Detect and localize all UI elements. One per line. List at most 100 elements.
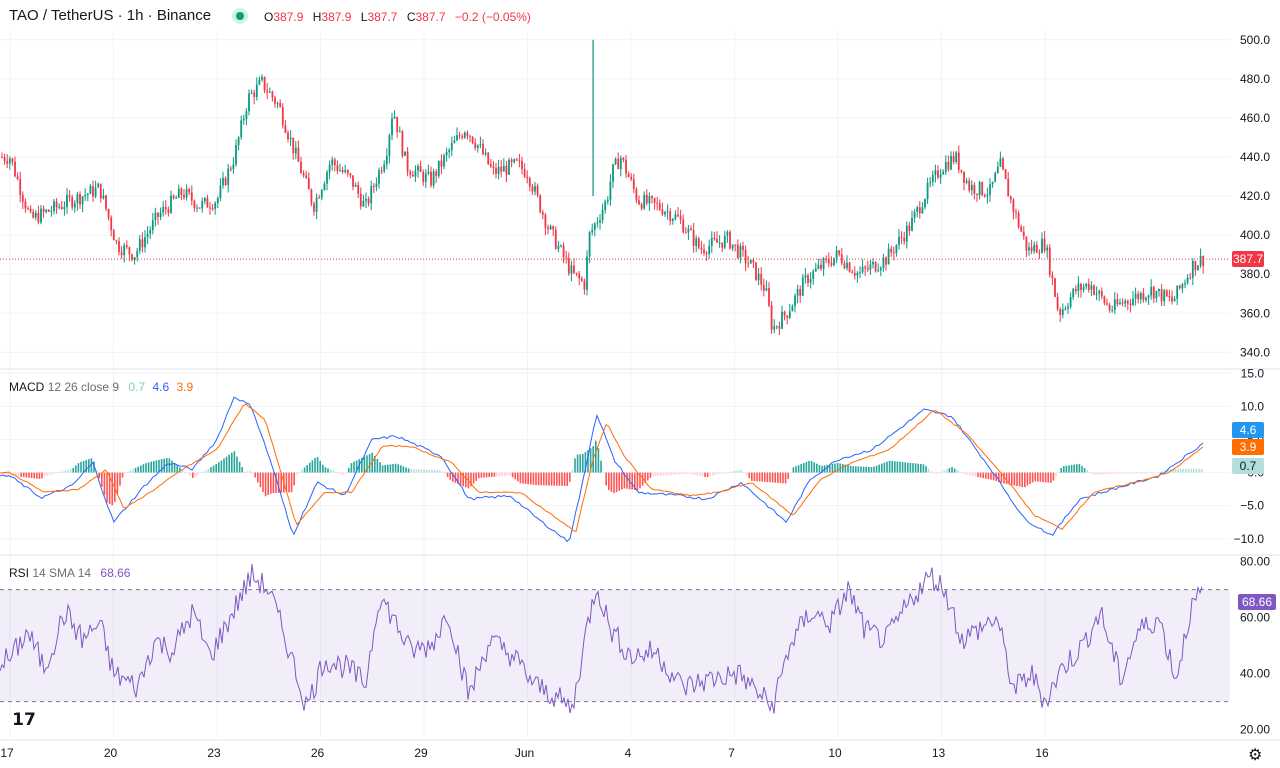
candle-body — [339, 170, 341, 172]
macd-histogram-bar — [1021, 472, 1023, 488]
candle-body — [1139, 293, 1142, 300]
macd-histogram-bar — [1112, 472, 1114, 474]
macd-histogram-bar — [842, 464, 844, 473]
candle-body — [848, 262, 851, 272]
macd-histogram-bar — [194, 472, 197, 477]
candle-body — [1129, 303, 1132, 305]
macd-histogram-bar — [686, 472, 688, 474]
macd-histogram-bar — [95, 469, 98, 473]
macd-histogram-bar — [878, 464, 880, 473]
macd-histogram-bar — [972, 472, 974, 477]
gear-icon[interactable]: ⚙ — [1248, 747, 1263, 764]
macd-histogram-bar — [771, 472, 774, 483]
candle-body — [250, 92, 253, 94]
candle-body — [307, 177, 310, 190]
symbol-title[interactable]: TAO / TetherUS · 1h · Binance — [9, 7, 212, 24]
candle-body — [430, 171, 432, 186]
macd-histogram-bar — [618, 472, 620, 491]
macd-histogram-bar — [875, 465, 878, 473]
macd-histogram-bar — [428, 469, 431, 473]
macd-histogram-bar — [1003, 472, 1005, 484]
macd-histogram-bar — [384, 465, 386, 473]
macd-histogram-bar — [1065, 465, 1068, 473]
candle-body — [835, 250, 838, 258]
candle-body — [700, 247, 703, 250]
macd-histogram-bar — [1037, 472, 1039, 482]
candle-body — [240, 120, 243, 138]
macd-histogram-bar — [348, 467, 350, 473]
macd-histogram-bar — [1094, 472, 1096, 475]
candle-body — [232, 164, 235, 170]
candle-body — [175, 197, 178, 199]
macd-histogram-bar — [623, 472, 626, 489]
macd-histogram-bar — [155, 460, 158, 473]
macd-histogram-bar — [153, 460, 155, 473]
candle-body — [960, 169, 963, 172]
macd-histogram-bar — [350, 463, 353, 473]
macd-histogram-bar — [129, 470, 132, 473]
macd-histogram-bar — [608, 472, 610, 491]
candle-body — [989, 184, 991, 195]
candle-body — [333, 159, 336, 166]
candle-body — [973, 184, 976, 194]
candle-body — [133, 257, 136, 260]
candle-body — [424, 173, 427, 182]
macd-histogram-bar — [992, 472, 995, 481]
candle-body — [791, 306, 794, 312]
macd-histogram-bar — [1125, 472, 1127, 474]
x-tick-label: 17 — [0, 746, 14, 760]
macd-histogram-bar — [774, 472, 776, 483]
candle-body — [565, 257, 568, 259]
candle-body — [788, 311, 791, 318]
macd-histogram-bar — [449, 472, 451, 480]
macd-histogram-bar — [75, 465, 77, 473]
candle-body — [1173, 298, 1176, 302]
macd-histogram-bar — [712, 472, 714, 476]
candle-body — [638, 200, 640, 205]
candle-body — [500, 166, 503, 172]
macd-histogram-bar — [667, 472, 670, 476]
macd-histogram-bar — [831, 463, 834, 473]
macd-histogram-bar — [1055, 472, 1057, 477]
macd-histogram-bar — [595, 440, 597, 473]
macd-histogram-bar — [888, 460, 891, 473]
macd-legend[interactable]: MACD 12 26 close 9 0.7 4.6 3.9 — [9, 380, 193, 394]
candle-body — [830, 263, 833, 266]
candle-body — [497, 166, 500, 174]
macd-histogram-bar — [1182, 468, 1185, 473]
candle-body — [60, 206, 63, 209]
rsi-value: 68.66 — [100, 566, 131, 580]
ohlc-legend: O387.9 H387.9 L387.7 C387.7 −0.2 (−0.05%… — [264, 10, 537, 24]
macd-histogram-bar — [1154, 472, 1156, 474]
candle-body — [489, 164, 492, 167]
macd-histogram-bar — [1050, 472, 1052, 483]
macd-tag: 4.6 — [1232, 422, 1264, 438]
macd-histogram-bar — [959, 471, 961, 473]
candle-body — [505, 165, 508, 175]
open-label: O — [264, 10, 274, 24]
candle-body — [123, 245, 126, 256]
macd-histogram-bar — [1060, 467, 1062, 473]
candle-body — [978, 181, 981, 196]
candle-body — [154, 212, 157, 221]
candle-body — [45, 209, 48, 212]
macd-histogram-bar — [657, 472, 659, 477]
macd-histogram-bar — [1122, 472, 1125, 474]
macd-histogram-bar — [41, 472, 43, 479]
candle-body — [976, 193, 978, 196]
macd-histogram-bar — [901, 462, 904, 473]
candle-body — [115, 240, 118, 242]
macd-histogram-bar — [147, 462, 150, 473]
rsi-legend[interactable]: RSI 14 SMA 14 68.66 — [9, 566, 130, 580]
macd-histogram-bar — [316, 457, 319, 473]
candle-body — [562, 245, 565, 258]
macd-histogram-bar — [852, 466, 854, 473]
candle-body — [874, 261, 877, 272]
candle-body — [440, 160, 443, 167]
macd-histogram-bar — [1195, 468, 1198, 473]
tradingview-logo-icon[interactable]: 17 — [8, 706, 40, 734]
candle-body — [6, 160, 9, 164]
candle-body — [778, 326, 781, 329]
candle-body — [809, 278, 812, 283]
